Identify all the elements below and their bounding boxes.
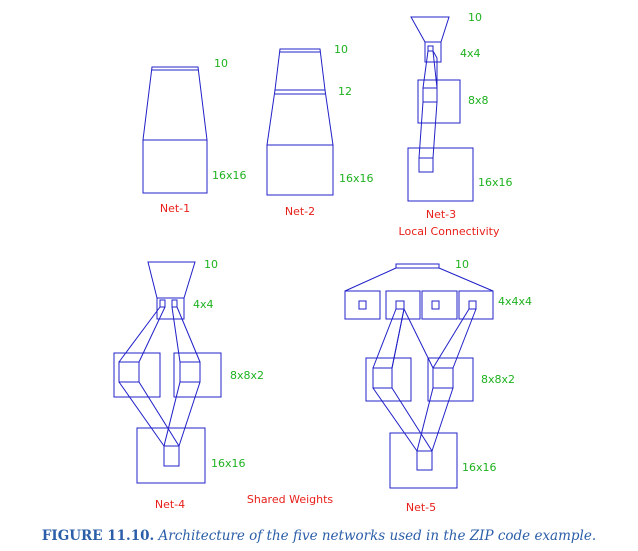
net-2-output-label: 10	[334, 43, 348, 56]
net-5-connections	[372, 308, 477, 452]
net-5-hidden2-map-4	[458, 290, 494, 320]
net-4-hidden-map-2	[173, 352, 222, 398]
net-1-connections	[142, 66, 208, 141]
net-2-name: Net-2	[285, 205, 315, 218]
net-3-input-label: 16x16	[478, 176, 513, 189]
net-4-input-label: 16x16	[211, 457, 246, 470]
net-2-connections-lower	[266, 89, 334, 146]
net-3-hidden1-label: 8x8	[468, 94, 489, 107]
net-4-connections	[118, 306, 201, 447]
net-3-hidden2-label: 4x4	[460, 47, 481, 60]
net-4-input-layer	[136, 427, 206, 484]
net-2-hidden-label: 12	[338, 85, 352, 98]
net-4-unit-2	[171, 299, 178, 308]
figure-caption: FIGURE 11.10. Architecture of the five n…	[0, 528, 638, 544]
net-1-output-label: 10	[214, 57, 228, 70]
net-4-patch-map-1	[118, 361, 140, 383]
net-3-output-funnel	[410, 16, 450, 43]
net-3-connections	[418, 50, 438, 159]
net-5: 10 4x4x4 8x8x2 16x16 Net-5	[344, 258, 532, 514]
net-5-hidden2-map-1	[344, 290, 381, 320]
net-5-output-label: 10	[455, 258, 469, 271]
net-5-input-layer	[389, 432, 458, 489]
net-1: 10 16x16 Net-1	[142, 57, 247, 215]
net-3-hidden-patch	[422, 87, 438, 103]
net-5-unit-1	[358, 300, 367, 310]
net-5-hidden2-map-2	[385, 290, 421, 320]
net-4-hidden1-label: 8x8x2	[230, 369, 264, 382]
net-3-unit	[427, 45, 434, 52]
net-5-output-layer	[395, 263, 440, 269]
net-5-hidden2-map-3	[421, 290, 458, 320]
net-4-unit-1	[159, 299, 166, 308]
shared-weights-label: Shared Weights	[247, 493, 334, 506]
net-4-output-funnel	[147, 261, 196, 299]
net-2-connections-upper	[274, 48, 326, 91]
net-3-subtitle: Local Connectivity	[399, 225, 500, 238]
net-4-name: Net-4	[155, 498, 185, 511]
net-5-hidden-map-1	[365, 357, 412, 402]
net-1-input-layer	[142, 139, 208, 194]
net-5-output-connections	[344, 267, 494, 292]
net-5-patch-map-2	[432, 367, 454, 389]
net-5-patch-map-1	[372, 367, 393, 389]
net-4-patch-map-2	[179, 361, 201, 383]
net-2: 10 12 16x16 Net-2	[266, 43, 374, 218]
figure-number: FIGURE 11.10.	[41, 528, 155, 544]
net-3-input-layer	[407, 147, 474, 202]
net-1-name: Net-1	[160, 202, 190, 215]
net-1-input-label: 16x16	[212, 169, 247, 182]
net-5-hidden2-label: 4x4x4	[498, 295, 532, 308]
net-4-hidden2-label: 4x4	[193, 298, 214, 311]
net-5-unit-3	[431, 300, 440, 310]
net-3: 10 4x4 8x8 16x16 Net-3 Local Connectivit…	[399, 11, 513, 238]
net-3-output-label: 10	[468, 11, 482, 24]
net-5-name: Net-5	[406, 501, 436, 514]
net-5-hidden1-label: 8x8x2	[481, 373, 515, 386]
figure-description: Architecture of the five networks used i…	[158, 528, 597, 544]
net-3-hidden-layer-1	[417, 79, 461, 124]
net-3-input-patch	[418, 157, 434, 173]
net-3-name: Net-3	[426, 208, 456, 221]
net-2-input-layer	[266, 144, 334, 196]
net-4-input-patch	[163, 445, 180, 467]
net-5-unit-4	[468, 300, 477, 310]
net-5-hidden-map-2	[427, 357, 474, 402]
net-4: 10 4x4 8x8x2 16x16 Net-4	[113, 258, 264, 511]
net-4-output-label: 10	[204, 258, 218, 271]
net-5-unit-2	[395, 300, 405, 310]
net-5-input-label: 16x16	[462, 461, 497, 474]
net-5-input-patch	[416, 450, 433, 471]
net-2-input-label: 16x16	[339, 172, 374, 185]
net-4-hidden-map-1	[113, 352, 161, 398]
